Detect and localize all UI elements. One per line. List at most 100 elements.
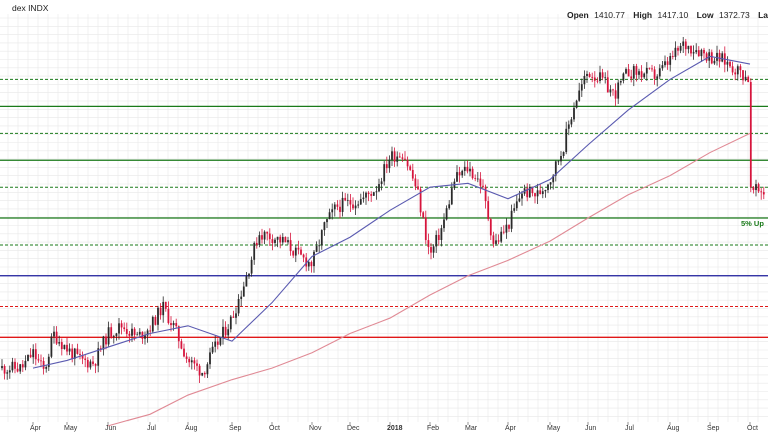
candle-down [671, 56, 674, 57]
candle-up [58, 342, 61, 344]
candle-down [606, 77, 609, 93]
candle-down [292, 251, 295, 256]
candle-up [744, 76, 747, 81]
candle-down [193, 360, 196, 364]
candle-down [180, 341, 183, 349]
candle-up [172, 323, 175, 326]
candle-down [752, 187, 755, 191]
candle-down [92, 361, 94, 365]
candle-down [747, 76, 750, 83]
candle-down [414, 178, 417, 187]
candle-up [495, 240, 497, 244]
candle-up [536, 190, 539, 197]
candle-up [219, 337, 222, 345]
candle-down [339, 206, 341, 212]
candle-up [136, 334, 139, 336]
candle-down [198, 365, 201, 376]
candle-down [409, 166, 412, 170]
candle-down [684, 41, 687, 50]
candle-down [718, 52, 721, 62]
candle-down [3, 366, 6, 374]
candle-down [37, 359, 40, 361]
x-tick-label: Jun [585, 425, 596, 432]
high-value: 1417.10 [657, 10, 688, 20]
candle-up [383, 164, 386, 182]
candle-up [157, 307, 159, 325]
candle-up [625, 69, 627, 74]
candle-down [40, 360, 42, 362]
candle-up [682, 41, 685, 46]
candle-up [674, 47, 677, 57]
candle-down [167, 308, 170, 324]
x-tick-label: Nov [309, 425, 322, 432]
candle-up [510, 210, 513, 229]
candle-down [411, 169, 414, 179]
candle-up [669, 56, 672, 65]
candle-down [105, 336, 107, 345]
candle-down [79, 353, 81, 355]
candle-up [513, 208, 516, 211]
candle-down [710, 52, 713, 64]
candle-down [125, 329, 128, 334]
open-label: Open [567, 10, 589, 20]
candle-down [534, 193, 536, 197]
candle-down [196, 363, 198, 366]
candle-down [71, 348, 74, 359]
candle-down [94, 364, 97, 366]
candle-up [250, 259, 253, 274]
candle-up [505, 224, 508, 233]
x-tick-label: Sep [229, 425, 242, 432]
candle-down [164, 301, 167, 309]
candle-up [281, 236, 284, 243]
candle-down [627, 69, 630, 77]
horizontal-levels: 5% Up [0, 78, 768, 338]
candle-down [482, 185, 484, 187]
candle-down [175, 323, 178, 327]
candle-down [651, 68, 653, 70]
candle-up [476, 178, 479, 180]
candle-up [89, 361, 92, 368]
candle-up [544, 189, 547, 192]
candle-up [333, 204, 336, 210]
candle-down [484, 186, 487, 202]
candle-up [521, 193, 523, 199]
candle-down [596, 80, 599, 82]
candle-down [344, 197, 347, 201]
candle-up [609, 89, 612, 93]
candle-up [248, 273, 250, 277]
candle-up [716, 52, 718, 61]
last-label: Last [758, 10, 768, 20]
candle-up [341, 197, 344, 212]
candle-up [320, 230, 323, 246]
candle-down [81, 354, 84, 359]
candle-down [123, 327, 126, 330]
candle-up [700, 49, 703, 57]
candle-up [242, 286, 245, 297]
candle-up [755, 184, 757, 191]
candle-up [97, 348, 100, 366]
candle-up [575, 100, 578, 108]
candle-up [222, 326, 224, 338]
candle-down [648, 67, 651, 69]
candle-up [138, 331, 141, 335]
candle-down [526, 188, 529, 198]
candle-down [84, 358, 87, 360]
candle-up [645, 67, 648, 74]
candle-down [268, 233, 271, 240]
candle-down [177, 326, 180, 342]
x-tick-label: Oct [747, 425, 758, 432]
x-tick-label: Jul [147, 425, 156, 432]
candle-up [463, 166, 466, 171]
candle-up [586, 73, 588, 76]
open-value: 1410.77 [594, 10, 625, 20]
candle-down [612, 89, 614, 91]
x-tick-label: Sep [707, 425, 720, 432]
candle-up [357, 204, 360, 206]
candle-down [393, 151, 396, 162]
candle-down [367, 192, 370, 195]
candle-up [580, 84, 583, 91]
candle-up [19, 364, 22, 372]
moving-average-short [32, 55, 751, 369]
ohlc-readout: Open 1410.77 High 1417.10 Low 1372.73 La… [567, 10, 768, 20]
x-tick-label: Dec [347, 425, 360, 432]
